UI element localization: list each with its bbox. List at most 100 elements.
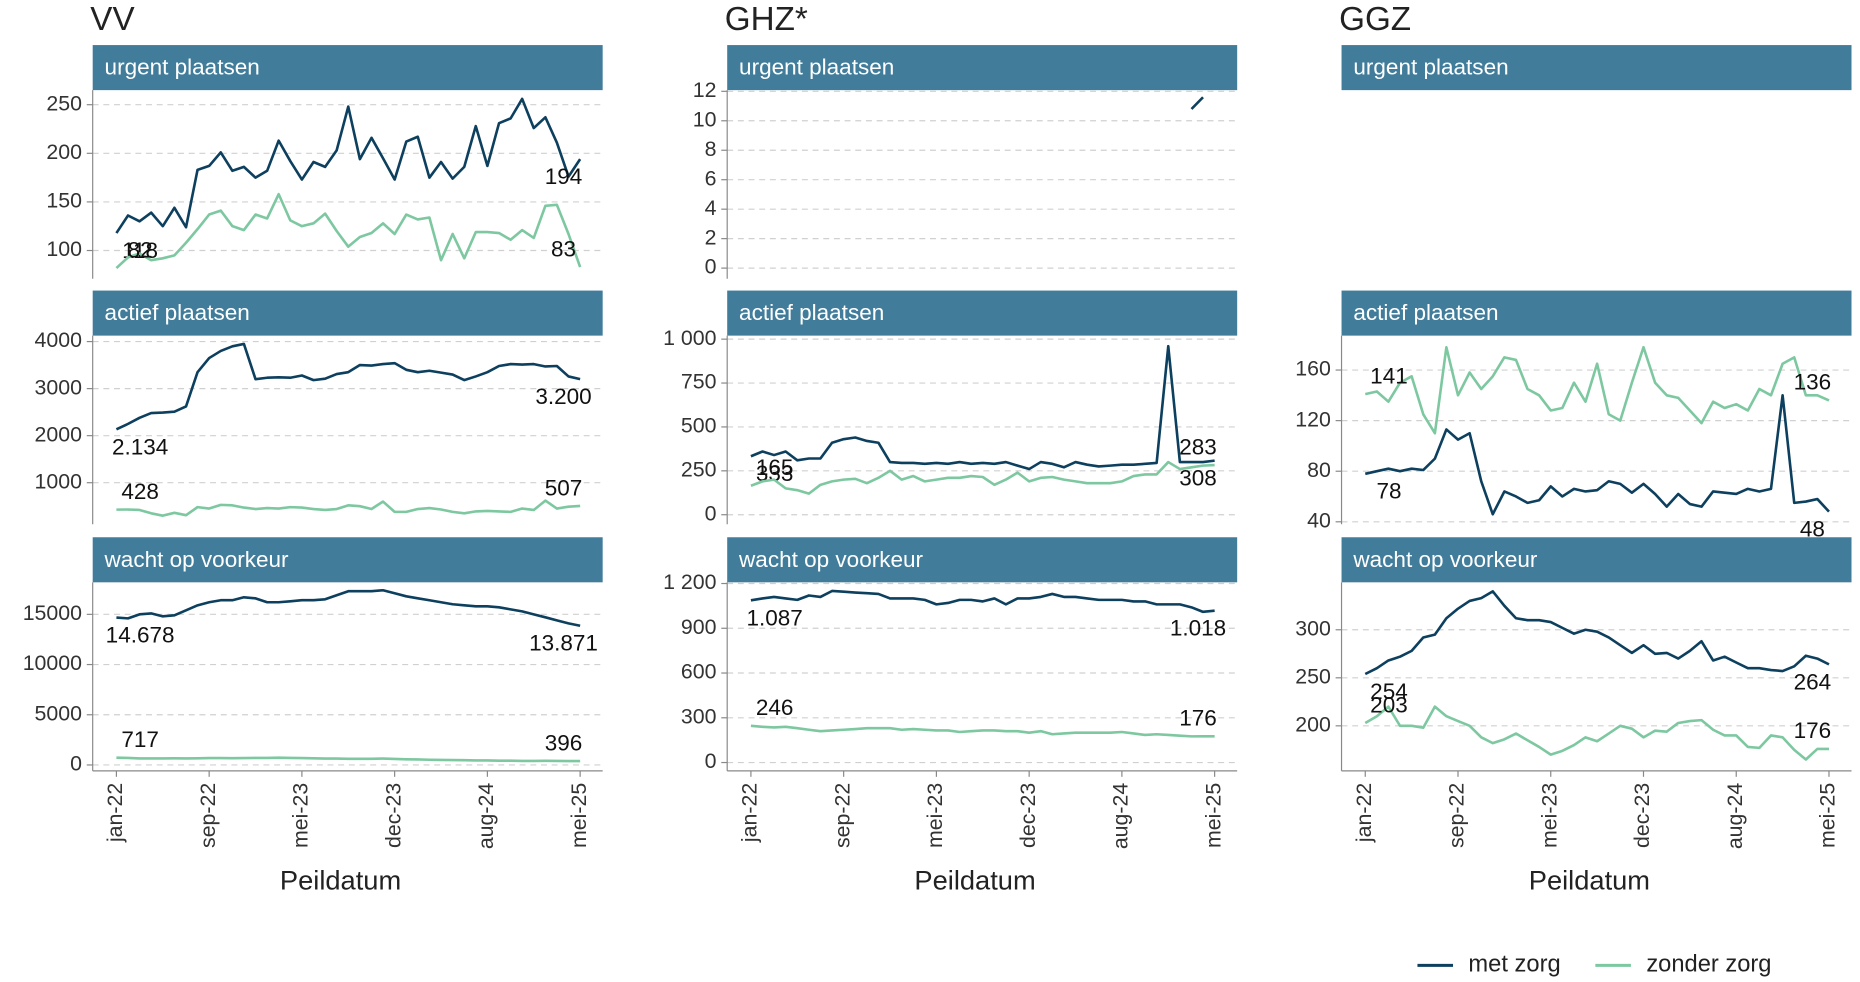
strip-label: wacht op voorkeur — [738, 547, 923, 572]
x-axis-label: Peildatum — [1529, 865, 1650, 896]
x-axis-label: Peildatum — [914, 865, 1035, 896]
y-tick-label: 300 — [1295, 616, 1331, 640]
x-tick-label: sep-22 — [196, 783, 220, 848]
strip-label: wacht op voorkeur — [104, 547, 289, 572]
value-label: 1.087 — [746, 605, 802, 630]
column-title: GHZ* — [725, 1, 808, 38]
value-label: 176 — [1794, 718, 1832, 743]
strip — [92, 537, 603, 583]
y-tick-label: 150 — [46, 189, 82, 213]
y-tick-label: 900 — [681, 615, 717, 639]
strip-label: actief plaatsen — [739, 300, 884, 325]
series-line — [750, 589, 1215, 614]
y-tick-label: 80 — [1307, 458, 1331, 482]
x-tick-label: mei-23 — [1537, 783, 1561, 848]
y-tick-label: 100 — [46, 237, 82, 261]
y-tick-label: 0 — [705, 749, 717, 773]
series-line — [116, 588, 581, 628]
y-tick-label: 250 — [1295, 664, 1331, 688]
y-tick-label: 250 — [46, 91, 82, 115]
value-label: 165 — [756, 455, 794, 480]
series-line — [1364, 705, 1829, 761]
x-tick-label: dec-23 — [1016, 783, 1040, 848]
y-tick-label: 1000 — [35, 469, 83, 493]
strip-label: actief plaatsen — [105, 300, 250, 325]
x-tick-label: aug-24 — [1109, 783, 1133, 850]
value-label: 83 — [551, 236, 576, 261]
column-title: VV — [90, 1, 134, 38]
series-line — [1364, 590, 1830, 676]
strip-label: actief plaatsen — [1353, 300, 1498, 325]
y-tick-label: 1 000 — [663, 326, 717, 350]
y-tick-label: 160 — [1295, 357, 1331, 381]
value-label: 264 — [1794, 669, 1832, 694]
strip-label: urgent plaatsen — [739, 55, 894, 80]
value-label: 136 — [1794, 370, 1832, 395]
value-label: 194 — [545, 164, 583, 189]
y-tick-label: 2 — [705, 225, 717, 249]
value-label: 717 — [121, 727, 159, 752]
x-tick-label: jan-22 — [103, 783, 127, 843]
y-tick-label: 4000 — [35, 328, 83, 352]
value-label: 283 — [1179, 434, 1217, 459]
value-label: 1.018 — [1170, 616, 1226, 641]
strip — [1341, 537, 1852, 583]
series-line — [115, 97, 582, 234]
x-axis-label: Peildatum — [280, 865, 401, 896]
x-tick-label: mei-23 — [923, 783, 947, 848]
series-line — [1190, 96, 1204, 110]
value-label: 254 — [1370, 679, 1408, 704]
value-label: 141 — [1370, 363, 1408, 388]
y-tick-label: 4 — [705, 196, 717, 220]
y-tick-label: 15000 — [23, 601, 82, 625]
strip — [92, 290, 603, 336]
y-tick-label: 6 — [705, 166, 717, 190]
series-line — [1364, 393, 1830, 516]
value-label: 396 — [545, 730, 583, 755]
series-line — [750, 344, 1215, 471]
y-tick-label: 40 — [1307, 508, 1331, 532]
y-tick-label: 120 — [1295, 407, 1331, 431]
strip — [92, 45, 603, 91]
y-tick-label: 5000 — [35, 701, 83, 725]
series-line — [750, 460, 1215, 495]
value-label: 176 — [1179, 706, 1217, 731]
x-tick-label: sep-22 — [1445, 783, 1469, 848]
y-tick-label: 500 — [681, 414, 717, 438]
y-tick-label: 2000 — [35, 422, 83, 446]
y-tick-label: 12 — [693, 78, 717, 102]
series-line — [1364, 345, 1830, 435]
x-tick-label: jan-22 — [1352, 783, 1376, 843]
strip — [727, 537, 1238, 583]
y-tick-label: 200 — [1295, 712, 1331, 736]
value-label: 82 — [128, 237, 153, 262]
y-tick-label: 300 — [681, 704, 717, 728]
series-line — [115, 342, 581, 431]
column-title: GGZ — [1339, 1, 1411, 38]
x-tick-label: jan-22 — [738, 783, 762, 843]
y-tick-label: 200 — [46, 140, 82, 164]
y-tick-label: 1 200 — [663, 570, 717, 594]
x-tick-label: mei-25 — [1201, 783, 1225, 848]
y-tick-label: 250 — [681, 457, 717, 481]
value-label: 428 — [121, 479, 159, 504]
value-label: 13.871 — [529, 631, 598, 656]
y-tick-label: 0 — [705, 255, 717, 279]
series-line — [750, 724, 1215, 738]
strip — [727, 45, 1238, 91]
legend-label: zonder zorg — [1646, 952, 1771, 978]
x-tick-label: aug-24 — [474, 783, 498, 850]
strip — [1341, 45, 1852, 91]
value-label: 507 — [545, 475, 583, 500]
value-label: 14.678 — [106, 623, 175, 648]
legend-label: met zorg — [1468, 952, 1560, 978]
strip-label: urgent plaatsen — [105, 55, 260, 80]
value-label: 2.134 — [112, 434, 168, 459]
series-line — [116, 756, 581, 763]
x-tick-label: mei-23 — [289, 783, 313, 848]
strip — [1341, 290, 1852, 336]
y-tick-label: 10 — [693, 107, 717, 131]
x-tick-label: aug-24 — [1723, 783, 1747, 850]
x-tick-label: mei-25 — [567, 783, 591, 848]
series-line — [116, 499, 581, 517]
